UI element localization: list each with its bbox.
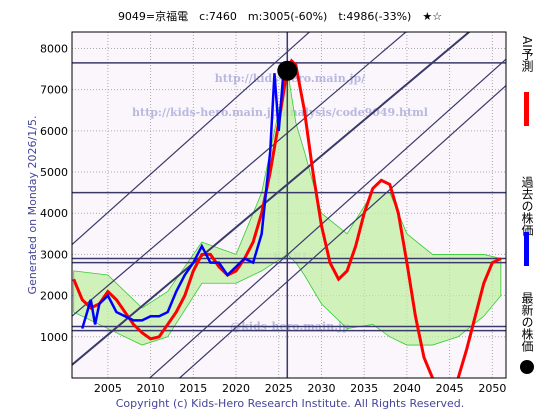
y-tick-label: 7000 [40, 84, 68, 97]
legend-label: AI予測 [520, 36, 534, 72]
y-tick-label: 1000 [40, 331, 68, 344]
trend-line [72, 32, 407, 317]
legend-swatch [524, 232, 529, 266]
legend-label: 最新の株価 [520, 292, 534, 352]
legend-label: 過去の株価 [520, 176, 534, 236]
trend-line [149, 58, 506, 378]
legend-swatch [520, 360, 534, 374]
x-tick-label: 2035 [350, 382, 378, 395]
x-tick-label: 2030 [307, 382, 335, 395]
trend-line [72, 32, 471, 366]
x-tick-label: 2010 [137, 382, 165, 395]
x-tick-label: 2045 [436, 382, 464, 395]
legend-swatch [524, 92, 529, 126]
y-tick-label: 4000 [40, 207, 68, 220]
trend-line [72, 32, 311, 245]
y-tick-label: 3000 [40, 248, 68, 261]
y-tick-label: 6000 [40, 125, 68, 138]
x-tick-label: 2020 [222, 382, 250, 395]
x-tick-label: 2040 [393, 382, 421, 395]
trend-line [179, 85, 506, 378]
chart-title: 9049=京福電 c:7460 m:3005(-60%) t:4986(-33%… [118, 9, 442, 23]
x-tick-label: 2015 [179, 382, 207, 395]
series-line [81, 70, 289, 329]
y-tick-label: 2000 [40, 290, 68, 303]
x-tick-label: 2025 [265, 382, 293, 395]
plot-area: http://kids-hero.main.jp/ http://kids-he… [72, 32, 506, 378]
y-tick-label: 5000 [40, 166, 68, 179]
generated-note: Generated on Monday 2026/1/5. [26, 116, 39, 295]
copyright: Copyright (c) Kids-Hero Research Institu… [116, 397, 465, 410]
x-tick-label: 2005 [94, 382, 122, 395]
y-tick-label: 8000 [40, 42, 68, 55]
latest-point [277, 60, 298, 81]
plot-frame [71, 31, 507, 379]
x-tick-label: 2050 [478, 382, 506, 395]
